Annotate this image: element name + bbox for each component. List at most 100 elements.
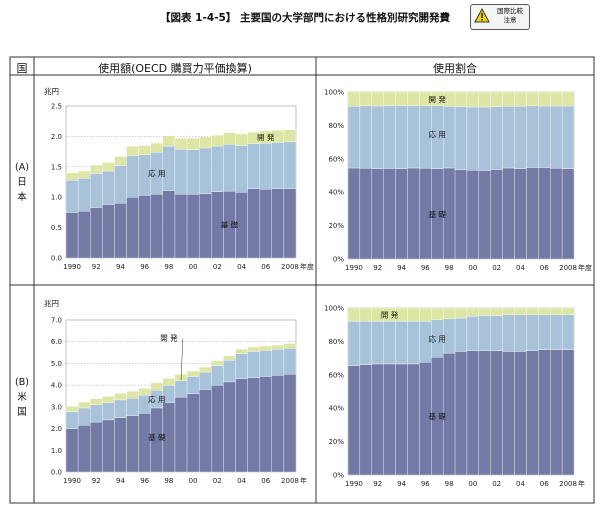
bar-segment-development [431,307,444,320]
bar-segment-development [77,170,91,179]
y-tick-label: 1.0 [51,194,62,202]
bar-segment-development [174,138,188,150]
bar-segment-basic [490,169,503,260]
bar-segment-applied [502,106,515,169]
bar-segment-basic [198,389,212,473]
bar-segment-development [126,391,139,399]
bar-segment-development [371,91,384,107]
series-label-applied: 応 用 [429,333,446,343]
bar-segment-applied [174,148,188,195]
x-tick-label: 04 [237,477,246,485]
bar-segment-applied [371,105,384,169]
x-tick-label: 2008 [559,480,577,488]
x-tick-label: 92 [373,480,382,488]
x-tick-label: 98 [164,263,173,271]
x-tick-label: 02 [213,477,222,485]
bar-segment-basic [77,425,91,473]
bar-segment-basic [198,193,212,259]
bar-segment-basic [259,189,272,259]
bar-segment-basic [259,376,272,473]
bar-segment-development [514,307,527,315]
bar-segment-basic [514,351,527,476]
bar-segment-basic [490,350,503,476]
series-label-applied: 応 用 [429,129,446,139]
x-tick-label: 92 [373,264,382,272]
x-tick-label: 98 [445,480,454,488]
bar-segment-applied [550,314,563,350]
bar-segment-basic [271,375,285,473]
chart-us-share: 0% 20% 40% 60% 80% 100% 1990 92 94 96 98 00 02 04 06 20… [324,305,585,489]
bar-segment-development [550,91,563,107]
bar-segment-basic [347,365,361,476]
bar-segment-basic [538,349,551,476]
bar-segment-development [442,307,456,320]
bar-segment-development [90,398,103,405]
x-tick-label: 94 [116,263,125,271]
bar-segment-basic [502,167,515,260]
bar-segment-development [514,91,527,107]
bar-segment-basic [211,384,224,473]
bar-segment-basic [514,168,527,260]
bar-segment-applied [271,142,285,189]
bar-segment-basic [550,167,563,260]
bar-segment-basic [90,207,103,259]
bar-segment-development [235,133,248,146]
bar-segment-applied [502,314,515,352]
row-code: (B) [15,377,29,388]
bar-segment-development [77,401,91,409]
unit-label: 兆円 [44,298,59,308]
x-tick-label: 92 [92,477,101,485]
bar-segment-basic [162,190,176,259]
series-label-development: 開 発 [160,333,178,342]
series-label-applied: 応 用 [148,168,165,178]
bar-segment-applied [478,315,491,351]
y-tick-label: 80% [328,122,344,130]
bar-segment-applied [198,371,212,390]
bar-segment-development [478,307,491,316]
badge-text: 国際比較 注意 [497,7,523,24]
x-tick-label: 98 [445,264,454,272]
bar-segment-development [65,172,79,181]
international-comparison-badge: 国際比較 注意 [470,4,530,30]
bar-segment-basic [466,350,480,476]
bar-segment-applied [383,321,396,365]
series-label-basic: 基 礎 [429,209,447,219]
row-label-japan: (A) 日 本 [10,160,34,205]
bar-segment-basic [347,167,361,260]
bar-segment-basic [271,188,285,259]
bar-segment-development [395,91,408,106]
bar-segment-development [150,142,164,153]
y-tick-label: 2.5 [51,103,62,111]
bar-segment-applied [174,380,188,398]
chart-us-amount: 兆円 0.0 1.0 2.0 3.0 4.0 5.0 6.0 7.0 1990 92 94 96 98 00… [44,298,307,485]
bar-segment-applied [114,399,127,418]
bar-segment-applied [395,321,408,365]
row-code: (A) [15,162,29,173]
bar-segment-applied [514,314,527,352]
bar-segment-applied [407,321,420,365]
figure-title: 【図表 1-4-5】 主要国の大学部門における性格別研究開発費 [160,12,450,24]
bar-segment-applied [478,106,491,171]
bar-segment-applied [271,349,285,376]
bar-segment-basic [454,351,468,476]
bar-segment-applied [359,105,372,169]
row-char: 日 [17,177,27,188]
bar-segment-development [211,135,224,147]
bar-segment-applied [90,173,103,208]
bar-segment-basic [126,197,139,259]
bar-segment-applied [102,170,115,205]
bar-segment-applied [383,105,396,169]
bar-segment-applied [259,350,272,377]
bar-segment-applied [454,106,468,170]
bar-segment-development [407,307,420,322]
chart-japan-amount: 兆円 0.0 0.5 1.0 1.5 2.0 2.5 1990 92 94 96 98 00 02 04 06… [44,86,314,271]
bar-segment-basic [174,396,188,473]
bar-segment-basic [538,167,551,260]
y-tick-label: 40% [328,189,344,197]
bar-segment-basic [114,417,127,473]
y-tick-label: 60% [328,155,344,163]
x-tick-label: 02 [492,264,501,272]
bar-segment-development [478,91,491,108]
bar-segment-basic [174,193,188,259]
x-tick-label: 06 [261,263,270,271]
